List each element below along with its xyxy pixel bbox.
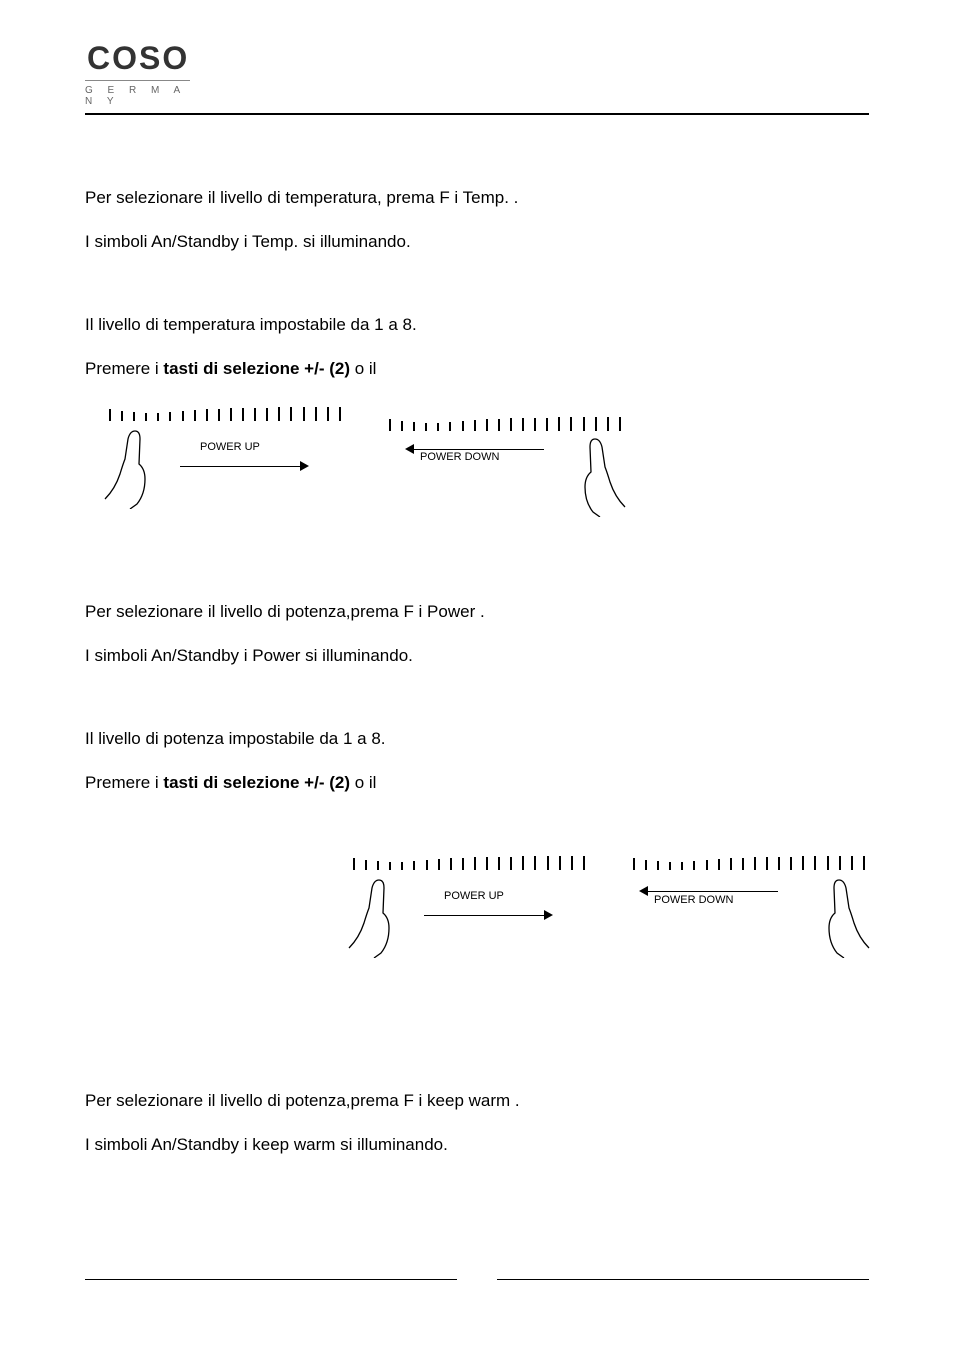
- tick: [339, 407, 341, 421]
- tick: [498, 419, 500, 431]
- tick: [290, 407, 292, 421]
- tick: [401, 421, 403, 431]
- tick: [583, 856, 585, 870]
- tick: [742, 858, 744, 870]
- slider-power-up: POWER UP: [349, 848, 589, 968]
- tick: [266, 408, 268, 421]
- tick: [425, 423, 427, 431]
- tick: [426, 860, 428, 870]
- tick: [657, 861, 659, 870]
- tick: [790, 857, 792, 870]
- temp-line2: I simboli An/Standby i Temp. si illumina…: [85, 229, 869, 255]
- tick: [534, 856, 536, 870]
- tick: [218, 409, 220, 421]
- tick: [462, 858, 464, 870]
- tick: [718, 859, 720, 870]
- power-down-label: POWER DOWN: [420, 451, 499, 463]
- tick: [571, 856, 573, 870]
- tick: [327, 407, 329, 421]
- tick: [437, 423, 439, 431]
- power-up-label: POWER UP: [444, 890, 504, 902]
- tick: [254, 408, 256, 421]
- power-up-label: POWER UP: [200, 441, 260, 453]
- tick: [693, 861, 695, 870]
- tick: [534, 418, 536, 431]
- tick: [486, 419, 488, 431]
- tick: [486, 857, 488, 870]
- tick: [242, 408, 244, 421]
- temp-slider-diagram: POWER UP POWER DOWN: [85, 399, 869, 519]
- temp-line4-pre: Premere i: [85, 359, 163, 378]
- logo: COSO G E R M A N Y: [85, 40, 869, 107]
- tick: [754, 857, 756, 870]
- temp-line4: Premere i tasti di selezione +/- (2) o i…: [85, 356, 869, 382]
- slider-power-down: POWER DOWN: [629, 848, 869, 968]
- tick: [462, 421, 464, 431]
- temp-line4-bold: tasti di selezione +/- (2): [163, 359, 350, 378]
- tick: [669, 862, 671, 870]
- tick: [389, 419, 391, 431]
- logo-subtext: G E R M A N Y: [85, 80, 190, 107]
- power-line3: Il livello di potenza impostabile da 1 a…: [85, 726, 869, 752]
- tick: [450, 858, 452, 870]
- tick: [510, 418, 512, 431]
- tick: [315, 407, 317, 421]
- arrow-right: [424, 910, 553, 920]
- tick: [206, 409, 208, 421]
- power-slider-diagram: POWER UP POWER DOWN: [85, 848, 869, 968]
- power-line2: I simboli An/Standby i Power si illumina…: [85, 643, 869, 669]
- keepwarm-line1: Per selezionare il livello di potenza,pr…: [85, 1088, 869, 1114]
- hand-icon: [799, 868, 879, 958]
- tick: [303, 407, 305, 421]
- temp-line1: Per selezionare il livello di temperatur…: [85, 185, 869, 211]
- logo-word: COSO: [87, 40, 869, 77]
- hand-icon: [95, 419, 175, 509]
- tick: [510, 857, 512, 870]
- temp-line4-post: o il: [350, 359, 376, 378]
- power-down-label: POWER DOWN: [654, 894, 733, 906]
- tick: [438, 859, 440, 870]
- tick: [547, 856, 549, 870]
- tick: [230, 408, 232, 421]
- tick-strip: [349, 848, 589, 870]
- power-line4: Premere i tasti di selezione +/- (2) o i…: [85, 770, 869, 796]
- tick: [413, 422, 415, 431]
- tick: [522, 856, 524, 870]
- tick-strip: [105, 399, 345, 421]
- tick: [706, 860, 708, 870]
- power-line1: Per selezionare il livello di potenza,pr…: [85, 599, 869, 625]
- tick: [766, 857, 768, 870]
- tick: [278, 407, 280, 421]
- tick-strip: [629, 848, 869, 870]
- tick: [778, 857, 780, 870]
- tick: [474, 857, 476, 870]
- tick: [522, 418, 524, 431]
- keepwarm-line2: I simboli An/Standby i keep warm si illu…: [85, 1132, 869, 1158]
- temp-line3: Il livello di temperatura impostabile da…: [85, 312, 869, 338]
- tick: [449, 422, 451, 431]
- hand-icon: [555, 427, 635, 517]
- tick: [559, 856, 561, 870]
- tick: [681, 862, 683, 870]
- tick: [194, 410, 196, 421]
- slider-power-up: POWER UP: [105, 399, 345, 519]
- power-line4-pre: Premere i: [85, 773, 163, 792]
- footer-rule: [85, 1279, 869, 1280]
- tick: [498, 857, 500, 870]
- tick: [633, 858, 635, 870]
- header-rule: [85, 113, 869, 115]
- slider-power-down: POWER DOWN: [385, 399, 625, 519]
- tick: [645, 860, 647, 870]
- power-line4-post: o il: [350, 773, 376, 792]
- power-line4-bold: tasti di selezione +/- (2): [163, 773, 350, 792]
- tick: [730, 858, 732, 870]
- tick: [546, 418, 548, 431]
- tick: [182, 411, 184, 421]
- hand-icon: [339, 868, 419, 958]
- arrow-right: [180, 461, 309, 471]
- tick: [474, 420, 476, 431]
